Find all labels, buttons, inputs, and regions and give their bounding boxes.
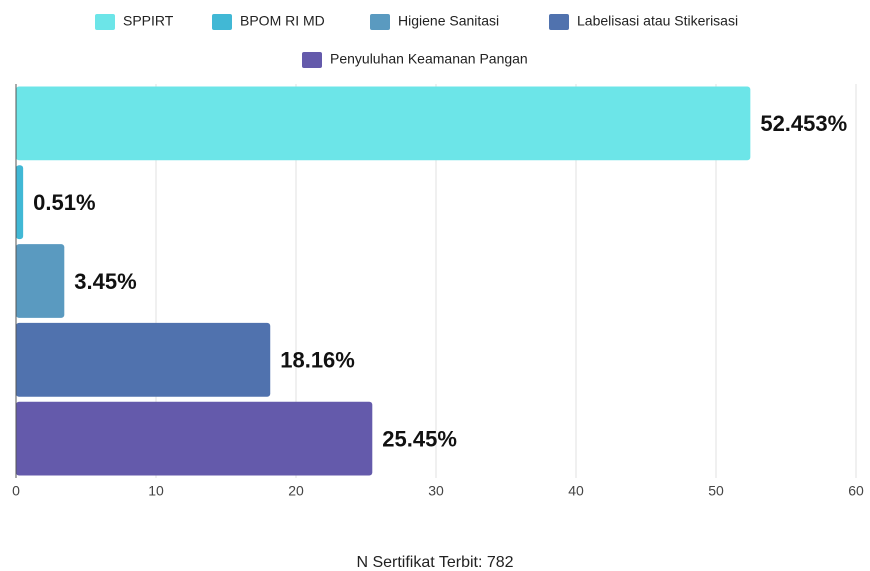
legend-label: SPPIRT bbox=[123, 13, 174, 29]
x-tick-label: 20 bbox=[288, 483, 304, 499]
bar bbox=[16, 322, 271, 397]
legend-label: Labelisasi atau Stikerisasi bbox=[577, 13, 738, 29]
value-label: 0.51% bbox=[33, 190, 95, 215]
legend-label: Penyuluhan Keamanan Pangan bbox=[330, 51, 528, 67]
legend-label: BPOM RI MD bbox=[240, 13, 325, 29]
value-label: 18.16% bbox=[280, 348, 355, 373]
x-axis-label: N Sertifikat Terbit: 782 bbox=[356, 554, 513, 571]
legend-swatch bbox=[302, 52, 322, 68]
bar bbox=[16, 244, 65, 318]
bar bbox=[16, 86, 751, 161]
x-tick-label: 0 bbox=[12, 483, 20, 499]
legend-label: Higiene Sanitasi bbox=[398, 13, 499, 29]
legend-swatch bbox=[549, 14, 569, 30]
value-label: 52.453% bbox=[760, 111, 847, 136]
value-label: 25.45% bbox=[382, 426, 457, 451]
value-label: 3.45% bbox=[74, 269, 136, 294]
x-tick-label: 40 bbox=[568, 483, 584, 499]
legend-swatch bbox=[212, 14, 232, 30]
x-tick-label: 10 bbox=[148, 483, 164, 499]
x-tick-label: 60 bbox=[848, 483, 864, 499]
legend-swatch bbox=[370, 14, 390, 30]
legend-swatch bbox=[95, 14, 115, 30]
x-tick-label: 50 bbox=[708, 483, 724, 499]
bar bbox=[16, 401, 373, 476]
x-tick-label: 30 bbox=[428, 483, 444, 499]
bar bbox=[16, 165, 24, 240]
